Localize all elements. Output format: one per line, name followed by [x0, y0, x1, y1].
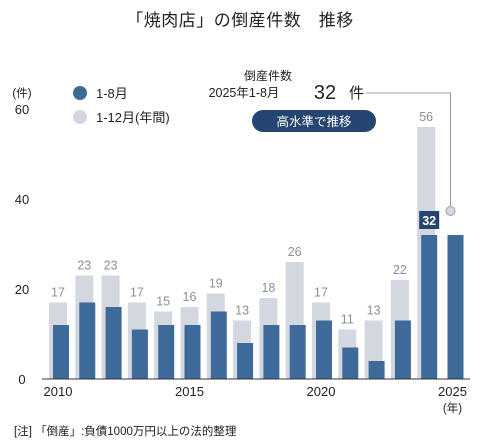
x-tick-2015: 2015 [175, 384, 204, 399]
callout-badge [252, 110, 376, 132]
data-label-full-year-2014: 15 [156, 295, 170, 309]
callout-badge-text: 高水準で推移 [276, 114, 351, 129]
bar-jan-aug-2025 [447, 235, 464, 379]
y-tick-20: 20 [15, 282, 29, 297]
data-labels-layer: 17 23 23 17 15 16 19 13 18 26 17 11 13 22 56 32 [51, 110, 440, 327]
callout-leader-line [366, 92, 451, 207]
data-label-full-year-2020: 17 [314, 286, 328, 300]
data-label-full-year-2018: 18 [261, 281, 275, 295]
footnote: [注] 「倒産」:負債1000万円以上の法的整理 [14, 426, 237, 438]
x-unit-label: (年) [443, 401, 462, 415]
y-unit-label: (件) [12, 86, 31, 100]
y-tick-0: 0 [18, 372, 25, 387]
bar-jan-aug-2018 [263, 325, 280, 379]
callout-line1: 倒産件数 [244, 68, 292, 83]
callout-line2: 2025年1-8月 [209, 86, 280, 100]
legend-marker-jan-aug [73, 86, 87, 100]
legend: 1-8月 1-12月(年間) [73, 86, 170, 125]
legend-label-jan-aug: 1-8月 [96, 86, 128, 101]
bar-jan-aug-2017 [237, 343, 254, 379]
data-label-full-year-2017: 13 [235, 304, 249, 318]
bars-layer [49, 127, 464, 379]
highlight-label-2024: 32 [422, 214, 436, 228]
bar-jan-aug-2020 [316, 320, 332, 379]
data-label-full-year-2016: 19 [209, 277, 223, 291]
bar-jan-aug-2016 [210, 311, 227, 379]
data-label-full-year-2021: 11 [341, 313, 354, 327]
data-label-full-year-2024: 56 [419, 110, 433, 124]
legend-label-full-year: 1-12月(年間) [96, 110, 170, 125]
bar-jan-aug-2011 [79, 302, 96, 379]
bar-jan-aug-2023 [394, 320, 411, 379]
data-label-full-year-2013: 17 [130, 286, 144, 300]
bar-jan-aug-2019 [289, 325, 306, 379]
bar-jan-aug-2024 [421, 235, 438, 379]
chart-title: 「焼肉店」の倒産件数 推移 [126, 11, 354, 30]
x-tick-2020: 2020 [307, 384, 336, 399]
bar-jan-aug-2015 [184, 325, 201, 379]
callout-unit: 件 [349, 85, 364, 102]
legend-marker-full-year [73, 110, 87, 124]
bar-jan-aug-2014 [158, 325, 175, 379]
x-tick-2010: 2010 [44, 384, 73, 399]
callout-marker-2025 [445, 206, 456, 216]
data-label-full-year-2019: 26 [288, 245, 302, 259]
bar-jan-aug-2022 [368, 361, 385, 379]
axes-layer: 0 20 40 60 (件) 2010 2015 2020 2025 (年) [12, 86, 470, 415]
data-label-full-year-2015: 16 [183, 290, 197, 304]
data-label-full-year-2012: 23 [104, 259, 118, 273]
y-tick-40: 40 [15, 192, 29, 207]
bar-jan-aug-2021 [342, 347, 359, 379]
x-tick-2025: 2025 [438, 384, 467, 399]
callout-value: 32 [314, 82, 336, 104]
data-label-full-year-2023: 22 [393, 263, 407, 277]
bar-jan-aug-2010 [53, 325, 69, 379]
bar-jan-aug-2012 [105, 307, 122, 379]
data-label-full-year-2022: 13 [367, 304, 381, 318]
data-label-full-year-2011: 23 [77, 259, 91, 273]
y-tick-60: 60 [15, 102, 29, 117]
bar-jan-aug-2013 [131, 329, 148, 379]
highlight-label-bg [419, 211, 440, 229]
data-label-full-year-2010: 17 [51, 286, 65, 300]
